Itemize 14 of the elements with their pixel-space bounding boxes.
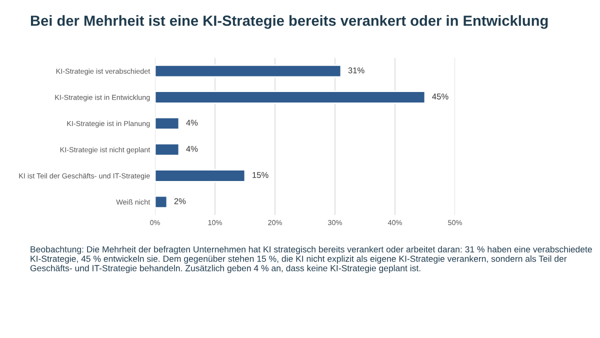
data-label: 4%: [186, 120, 198, 126]
bar: [155, 195, 168, 208]
bar: [155, 169, 246, 182]
data-label: 45%: [432, 94, 448, 100]
chart-title: Bei der Mehrheit ist eine KI-Strategie bereits verankert oder in Entwicklung: [30, 15, 548, 29]
bar: [155, 64, 342, 78]
text: Beobachtung: Die Mehrheit der befragten Unternehmen hat KI strategisch bereits verankert oder arbeitet daran: 31 % haben eine verabschiedete KI-Strategie, 45 % entwickeln sie. Dem gegenüber stehen 15 %, die KI nicht explizit als eigene KI-Strategie verankern, sondern als Teil der Geschäfts- und IT-Strategie behandeln. Zusätzlich geben 4 % an, dass keine KI-Strategie geplant ist.: [30, 246, 592, 274]
data-label: 4%: [186, 146, 198, 152]
bar: [155, 116, 180, 130]
bar: [155, 90, 426, 104]
bar: [155, 143, 180, 156]
data-label: 2%: [174, 198, 186, 204]
data-label: 15%: [252, 172, 268, 178]
data-label: 31%: [348, 67, 364, 74]
